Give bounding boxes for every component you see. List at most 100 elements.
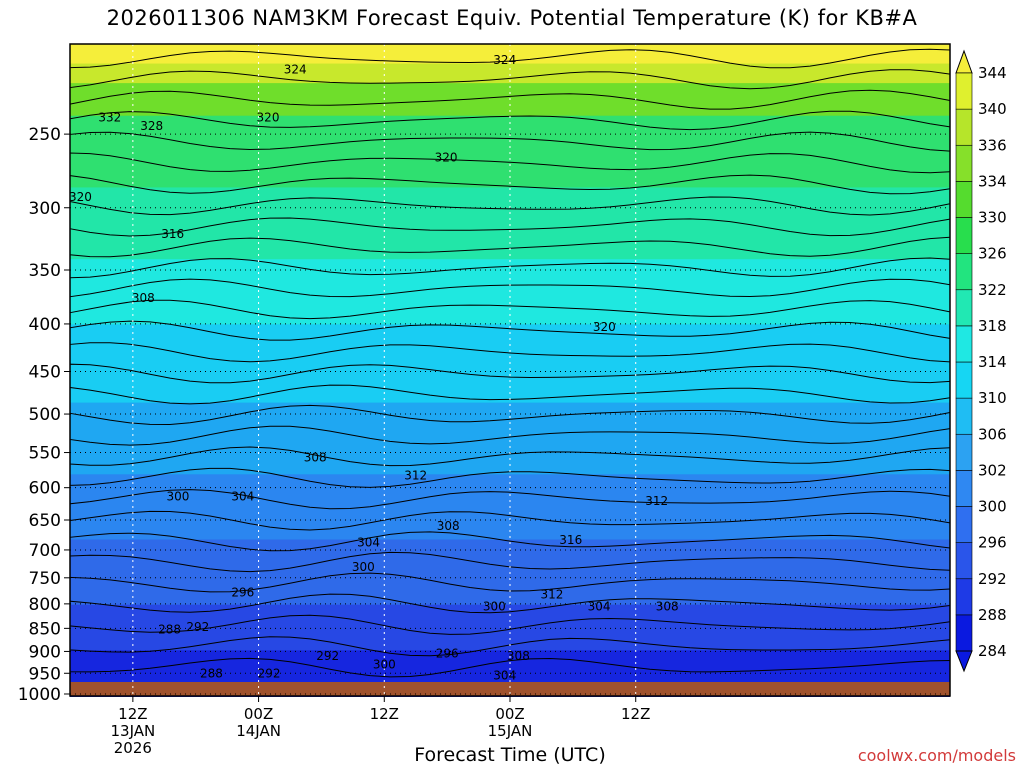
contour-label: 308 <box>132 291 155 305</box>
contour-label: 312 <box>645 494 668 508</box>
colorbar-segment <box>955 506 973 543</box>
x-axis-title: Forecast Time (UTC) <box>414 744 606 766</box>
y-tick-label: 400 <box>29 315 61 335</box>
colorbar-label: 340 <box>978 100 1007 118</box>
contour-line <box>69 320 951 341</box>
credit-link[interactable]: coolwx.com/models <box>857 746 1016 765</box>
y-tick-label: 900 <box>29 642 61 662</box>
contour-label: 288 <box>200 666 223 680</box>
x-tick-label: 12Z <box>621 705 650 723</box>
contour-line <box>69 636 951 657</box>
contour-label: 308 <box>656 599 679 613</box>
terrain-band <box>70 682 950 696</box>
contour-label: 332 <box>98 111 121 125</box>
colorbar-segment <box>955 578 973 616</box>
contour-line <box>69 257 951 279</box>
contour-line <box>69 489 951 510</box>
colorbar-label: 314 <box>978 353 1007 371</box>
colorbar-segment <box>955 542 973 580</box>
contour-label: 296 <box>231 586 254 600</box>
contour-line <box>69 236 951 258</box>
colorbar-label: 288 <box>978 606 1007 624</box>
y-tick-label: 350 <box>29 261 61 281</box>
contour-line <box>69 446 951 467</box>
contour-label: 316 <box>559 533 582 547</box>
y-tick-label: 450 <box>29 363 61 383</box>
contour-label: 320 <box>69 190 92 204</box>
chart-title: 2026011306 NAM3KM Forecast Equiv. Potent… <box>106 6 918 30</box>
x-tick-label: 00Z <box>495 705 524 723</box>
contour-label: 316 <box>161 227 184 241</box>
y-tick-label: 300 <box>29 199 61 219</box>
colorbar-label: 336 <box>978 136 1007 154</box>
colorbar-label: 322 <box>978 281 1007 299</box>
colorbar-segment <box>955 72 973 110</box>
colorbar-label: 306 <box>978 425 1007 443</box>
x-tick-label: 00Z <box>244 705 273 723</box>
contour-line <box>69 551 951 573</box>
colorbar-top-arrow <box>955 49 973 74</box>
colorbar-label: 330 <box>978 209 1007 227</box>
contour-label: 308 <box>437 519 460 533</box>
contour-line <box>69 69 951 90</box>
contour-line <box>69 89 951 110</box>
contour-line <box>69 48 951 69</box>
contour-label: 304 <box>588 599 611 613</box>
colorbar-segment <box>955 289 973 327</box>
contour-label: 324 <box>284 62 307 76</box>
contour-line <box>69 152 951 174</box>
colorbar-segment <box>955 108 973 146</box>
x-tick-label: 14JAN <box>236 722 281 740</box>
contour-line <box>69 425 951 446</box>
colorbar-segment <box>955 144 973 182</box>
contour-label: 304 <box>231 489 254 503</box>
y-tick-label: 500 <box>29 405 61 425</box>
colorbar-label: 310 <box>978 389 1007 407</box>
contour-label: 312 <box>404 468 427 482</box>
colorbar-label: 318 <box>978 317 1007 335</box>
contour-line <box>69 657 951 678</box>
contour-label: 324 <box>493 53 516 67</box>
contour-label: 320 <box>435 151 458 165</box>
y-tick-label: 550 <box>29 444 61 464</box>
contour-line <box>69 510 951 531</box>
colorbar-segment <box>955 217 973 254</box>
colorbar-segment <box>955 470 973 507</box>
contour-label: 304 <box>493 668 516 682</box>
contour-label: 300 <box>373 658 396 672</box>
field-band <box>70 63 950 85</box>
contour-line <box>69 278 951 298</box>
colorbar-label: 296 <box>978 534 1007 552</box>
x-tick-label: 13JAN <box>110 722 155 740</box>
contour-label: 300 <box>352 560 375 574</box>
colorbar-label: 334 <box>978 172 1007 190</box>
colorbar-label: 300 <box>978 498 1007 516</box>
contour-line <box>69 384 951 405</box>
contour-label: 292 <box>186 620 209 634</box>
contour-label: 320 <box>257 111 280 125</box>
colorbar-label: 302 <box>978 461 1007 479</box>
colorbar-label: 326 <box>978 245 1007 263</box>
y-tick-label: 950 <box>29 664 61 684</box>
contour-line <box>69 110 951 131</box>
contour-line <box>69 404 951 426</box>
y-tick-label: 1000 <box>18 685 61 705</box>
contour-label: 292 <box>258 666 281 680</box>
contour-line <box>69 363 951 384</box>
colorbar-bottom-arrow <box>955 650 973 673</box>
colorbar-label: 292 <box>978 570 1007 588</box>
contour-label: 320 <box>593 320 616 334</box>
colorbar-segment <box>955 181 973 218</box>
contour-label: 328 <box>140 119 163 133</box>
contour-line <box>69 131 951 152</box>
y-tick-label: 650 <box>29 511 61 531</box>
y-tick-label: 250 <box>29 125 61 145</box>
x-tick-label: 2026 <box>114 739 152 757</box>
contour-label: 292 <box>316 649 339 663</box>
contour-label: 312 <box>540 588 563 602</box>
contour-label: 288 <box>158 622 181 636</box>
colorbar-segment <box>955 397 973 435</box>
contour-line <box>69 217 951 237</box>
y-tick-label: 750 <box>29 569 61 589</box>
y-tick-label: 600 <box>29 479 61 499</box>
